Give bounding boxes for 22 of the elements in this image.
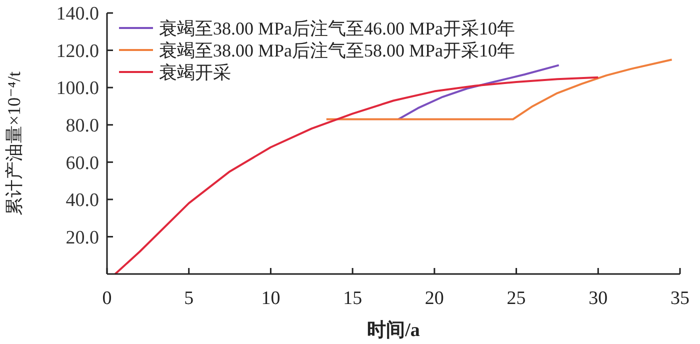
x-tick-label: 15 [343,288,362,309]
legend-label: 衰竭至38.00 MPa后注气至58.00 MPa开采10年 [159,40,516,60]
x-axis-title: 时间/a [367,319,420,341]
x-tick-label: 35 [670,288,690,309]
y-tick-label: 120.0 [56,40,99,62]
x-tick-label: 5 [184,288,194,309]
x-tick-label: 30 [588,288,608,309]
y-axis-title: 累计产油量×10⁻⁴/t [4,72,24,216]
y-tick-label: 100.0 [56,78,99,100]
x-tick-label: 10 [261,288,280,309]
x-tick-label: 25 [506,288,526,309]
legend-label: 衰竭开采 [159,62,231,82]
y-tick-label: 20.0 [66,227,99,248]
line-series [397,64,560,120]
x-tick-label: 0 [102,288,112,309]
legend-label: 衰竭至38.00 MPa后注气至46.00 MPa开采10年 [159,18,516,38]
line-series [325,58,673,120]
y-tick-label: 140.0 [56,4,99,25]
y-tick-label: 80.0 [66,116,99,137]
y-tick-label: 60.0 [66,152,99,174]
y-tick-label: 40.0 [66,190,99,212]
x-tick-label: 20 [424,288,444,309]
